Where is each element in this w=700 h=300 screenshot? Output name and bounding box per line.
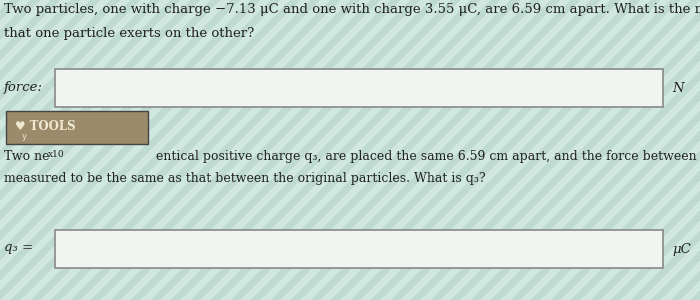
Text: y: y xyxy=(22,132,27,141)
Bar xyxy=(55,69,663,107)
Text: measured to be the same as that between the original particles. What is q₃?: measured to be the same as that between … xyxy=(4,172,486,185)
Text: force:: force: xyxy=(4,80,43,94)
Text: x10: x10 xyxy=(48,150,64,159)
Text: Two particles, one with charge −7.13 μC and one with charge 3.55 μC, are 6.59 cm: Two particles, one with charge −7.13 μC … xyxy=(4,3,700,16)
Text: N: N xyxy=(672,82,684,94)
Text: q₃ =: q₃ = xyxy=(4,242,34,254)
Text: that one particle exerts on the other?: that one particle exerts on the other? xyxy=(4,27,254,40)
Text: ♥ TOOLS: ♥ TOOLS xyxy=(15,121,76,134)
Bar xyxy=(6,111,148,144)
Text: entical positive charge q₃, are placed the same 6.59 cm apart, and the force bet: entical positive charge q₃, are placed t… xyxy=(156,150,700,163)
Bar xyxy=(55,230,663,268)
Text: μC: μC xyxy=(672,242,691,256)
Text: Two ne: Two ne xyxy=(4,150,50,163)
